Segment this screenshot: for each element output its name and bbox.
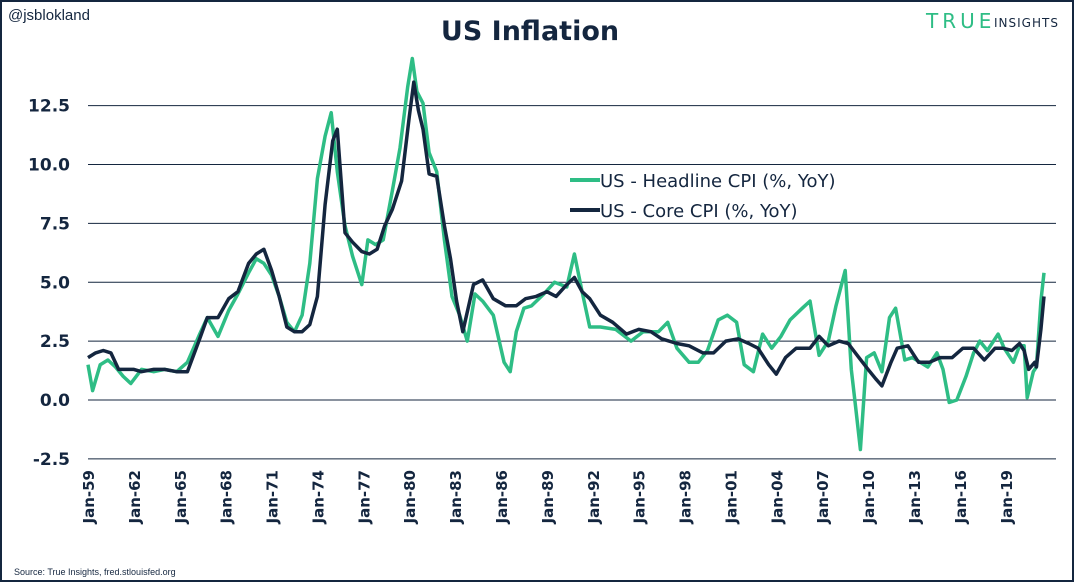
y-tick-label: 2.5: [40, 332, 70, 352]
x-tick-label: Jan-95: [631, 470, 649, 524]
series-line-core: [87, 80, 1046, 388]
y-tick-label: 7.5: [40, 214, 70, 234]
grid: [88, 105, 1056, 460]
author-handle: @jsblokland: [8, 7, 90, 24]
x-tick-label: Jan-16: [952, 470, 970, 524]
x-tick-label: Jan-13: [906, 470, 924, 524]
x-tick-label: Jan-71: [264, 470, 282, 524]
y-axis: -2.5 0.0 2.5 5.0 7.5 10.0 12.5: [28, 97, 70, 470]
legend-label-core: US - Core CPI (%, YoY): [600, 201, 798, 222]
x-tick-label: Jan-01: [722, 470, 740, 524]
x-tick-label: Jan-65: [172, 470, 190, 524]
logo-secondary: INSIGHTS: [994, 16, 1059, 30]
x-tick-label: Jan-19: [998, 470, 1016, 524]
legend-label-headline: US - Headline CPI (%, YoY): [600, 171, 835, 192]
y-tick-label: 12.5: [28, 97, 70, 117]
x-tick-label: Jan-68: [218, 470, 236, 524]
x-tick-label: Jan-83: [447, 470, 465, 524]
y-tick-label: 10.0: [28, 156, 70, 176]
x-tick-label: Jan-80: [401, 470, 419, 524]
series-line-headline: [86, 56, 1046, 452]
x-tick-label: Jan-59: [80, 470, 98, 524]
x-tick-label: Jan-10: [860, 470, 878, 524]
logo: TRUE INSIGHTS: [925, 9, 1059, 33]
series-lines: [86, 56, 1046, 452]
x-tick-label: Jan-77: [355, 470, 373, 524]
x-tick-label: Jan-86: [493, 470, 511, 524]
y-tick-label: 5.0: [40, 273, 70, 293]
x-tick-label: Jan-92: [585, 470, 603, 524]
legend: US - Headline CPI (%, YoY) US - Core CPI…: [570, 171, 835, 222]
y-tick-label: -2.5: [33, 450, 70, 470]
chart-title: US Inflation: [441, 16, 619, 47]
y-tick-label: 0.0: [40, 391, 70, 411]
x-tick-label: Jan-07: [814, 470, 832, 524]
x-tick-label: Jan-98: [677, 470, 695, 524]
x-axis: Jan-59 Jan-62 Jan-65 Jan-68 Jan-71 Jan-74 Jan-…: [80, 470, 1016, 524]
logo-primary: TRUE: [925, 9, 995, 33]
x-tick-label: Jan-04: [768, 470, 786, 524]
source-note: Source: True Insights, fred.stlouisfed.o…: [14, 567, 176, 577]
x-tick-label: Jan-74: [309, 470, 327, 524]
x-tick-label: Jan-89: [539, 470, 557, 524]
x-tick-label: Jan-62: [126, 470, 144, 524]
